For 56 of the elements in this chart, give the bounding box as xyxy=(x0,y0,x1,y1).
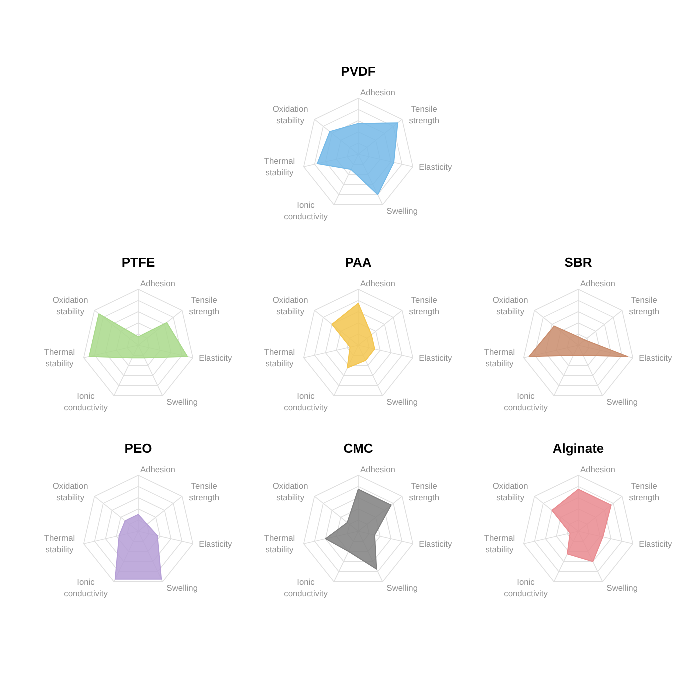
spoke-label: Swelling xyxy=(386,582,418,593)
spoke-label: Adhesion xyxy=(360,464,396,474)
spoke-label: Tensile strength xyxy=(629,294,660,316)
spoke-label: Adhesion xyxy=(360,278,396,288)
spoke-label: Tensile strength xyxy=(409,104,440,126)
spoke-label: Elasticity xyxy=(199,352,233,363)
spoke-label: Elasticity xyxy=(419,352,453,363)
spoke-label: Swelling xyxy=(166,582,198,593)
spoke-label: Oxidation stability xyxy=(492,480,529,502)
spoke-label: Swelling xyxy=(606,582,638,593)
spoke-label: Elasticity xyxy=(639,538,673,549)
chart-title: Alginate xyxy=(552,441,604,456)
spoke-label: Oxidation stability xyxy=(492,294,529,316)
spoke-label: Adhesion xyxy=(580,278,616,288)
spoke-label: Oxidation stability xyxy=(272,480,309,502)
chart-title: PAA xyxy=(345,255,372,270)
chart-title: SBR xyxy=(564,255,593,270)
spoke-label: Tensile strength xyxy=(409,480,440,502)
spoke-label: Oxidation stability xyxy=(52,480,89,502)
spoke-label: Thermal stability xyxy=(484,347,516,369)
spoke-label: Thermal stability xyxy=(44,533,76,555)
spoke-label: Swelling xyxy=(606,396,638,407)
spoke-label: Ionic conductivity xyxy=(284,577,329,599)
spoke-label: Ionic conductivity xyxy=(64,391,109,413)
spoke-label: Elasticity xyxy=(419,538,453,549)
spoke-label: Swelling xyxy=(386,396,418,407)
spoke-label: Oxidation stability xyxy=(272,104,309,126)
spoke-label: Tensile strength xyxy=(409,294,440,316)
spoke-label: Adhesion xyxy=(360,88,396,98)
spoke-label: Elasticity xyxy=(199,538,233,549)
spoke-label: Ionic conductivity xyxy=(64,577,109,599)
chart-title: PEO xyxy=(124,441,152,456)
spoke-label: Ionic conductivity xyxy=(284,391,329,413)
spoke-label: Adhesion xyxy=(580,464,616,474)
spoke-label: Thermal stability xyxy=(44,347,76,369)
spoke-label: Thermal stability xyxy=(484,533,516,555)
spoke-label: Elasticity xyxy=(419,162,453,172)
spoke-label: Thermal stability xyxy=(264,347,296,369)
spoke-label: Adhesion xyxy=(140,464,176,474)
spoke-label: Ionic conductivity xyxy=(504,391,549,413)
spoke-label: Elasticity xyxy=(639,352,673,363)
spoke-label: Ionic conductivity xyxy=(504,577,549,599)
spoke-label: Adhesion xyxy=(140,278,176,288)
chart-title: PVDF xyxy=(341,64,376,79)
spoke-label: Swelling xyxy=(386,206,418,216)
spoke-label: Tensile strength xyxy=(189,294,220,316)
chart-title: CMC xyxy=(344,441,374,456)
chart-title: PTFE xyxy=(122,255,156,270)
spoke-label: Tensile strength xyxy=(629,480,660,502)
spoke-label: Oxidation stability xyxy=(272,294,309,316)
spoke-label: Oxidation stability xyxy=(52,294,89,316)
spoke-label: Thermal stability xyxy=(264,156,296,178)
spoke-label: Tensile strength xyxy=(189,480,220,502)
spoke-label: Swelling xyxy=(166,396,198,407)
spoke-label: Ionic conductivity xyxy=(284,200,329,222)
spoke-label: Thermal stability xyxy=(264,533,296,555)
